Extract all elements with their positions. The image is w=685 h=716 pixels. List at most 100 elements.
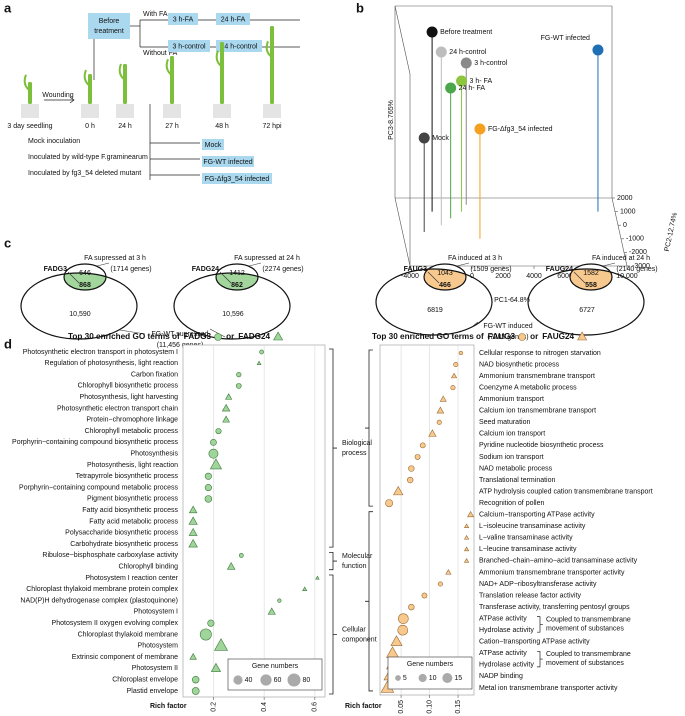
- category-label: Fatty acid metabolic process: [89, 518, 178, 525]
- circle-point: [421, 592, 428, 599]
- step-label: Wounding: [42, 92, 74, 99]
- group-bracket: [329, 552, 337, 571]
- small-set-outline: [423, 263, 467, 291]
- legend-title: Gene numbers: [407, 661, 454, 668]
- stem: [123, 64, 127, 104]
- x-tick-label: 6000: [557, 273, 573, 280]
- category-label: ATP hydrolysis coupled cation transmembr…: [479, 488, 653, 495]
- count-rest: 6819: [427, 307, 443, 314]
- x-axis-title: PC1-64.8%: [494, 297, 530, 304]
- group-bracket: [365, 349, 373, 507]
- chart-title-joiner: or: [530, 332, 539, 341]
- sample-label: 24 h-control: [221, 43, 258, 50]
- category-label: Calcium−transporting ATPase activity: [479, 512, 595, 519]
- panel-label: a: [4, 0, 12, 15]
- treatment-box: [88, 13, 130, 39]
- x-tick-label: 0.05: [398, 700, 405, 714]
- leaf: [83, 69, 91, 87]
- set-size: (2140 genes): [616, 266, 657, 273]
- connector: [602, 262, 616, 267]
- chart-title: Top 30 enriched GO terms of: [372, 332, 484, 341]
- triangle-point: [436, 406, 445, 414]
- sample-box: [168, 40, 210, 52]
- leaf: [265, 40, 273, 58]
- category-label: Ammonium transmembrane transporter activ…: [479, 569, 625, 576]
- size-key-label: 15: [454, 675, 462, 682]
- triangle-point: [214, 638, 229, 651]
- circle-point: [208, 448, 219, 459]
- legend-box: [227, 658, 323, 691]
- triangle-point: [210, 662, 222, 672]
- inoculation-label: Inoculated by fg3_54 deleted mutant: [28, 170, 141, 177]
- category-label: L−isoleucine transaminase activity: [479, 523, 586, 530]
- group-label: function: [342, 563, 367, 570]
- sample-label: 3 h-control: [172, 43, 206, 50]
- category-label: Photosynthesis, light harvesting: [80, 394, 179, 401]
- outcome-box: [202, 139, 224, 150]
- category-label: NAD metabolic process: [479, 465, 553, 472]
- category-label: Polysaccharide biosynthetic process: [65, 530, 178, 537]
- category-label: NAD+ ADP−ribosyltransferase activity: [479, 581, 597, 588]
- pca-point: [435, 46, 447, 58]
- x-tick-label: 0.15: [455, 700, 462, 714]
- triangle-point: [225, 393, 233, 400]
- base-set-size: (7285 genes): [487, 334, 528, 341]
- category-label: Transferase activity, transferring pento…: [479, 604, 630, 611]
- box-label: treatment: [94, 28, 124, 35]
- big-set: [375, 268, 493, 336]
- y-axis-title: PC2-12.74%: [664, 212, 679, 252]
- group-label: component: [342, 636, 377, 643]
- circle-point: [414, 454, 421, 460]
- connector: [96, 262, 110, 267]
- category-label: Photosystem I: [134, 609, 178, 616]
- x-tick-label: 0.10: [426, 700, 433, 714]
- point-label: 3 h- FA: [470, 78, 493, 85]
- triangle-point: [188, 505, 198, 514]
- circle-point: [215, 428, 222, 435]
- x-tick-label: 0: [470, 273, 474, 280]
- legend-label: FAUG3: [488, 332, 516, 341]
- triangle-point: [428, 429, 437, 437]
- triangle-point: [463, 523, 470, 529]
- category-label: Ammonium transmembrane transport: [479, 373, 595, 380]
- small-set-outline: [215, 263, 259, 291]
- circle-point: [437, 581, 443, 587]
- category-label: Translational termination: [479, 477, 555, 484]
- size-key: [287, 673, 301, 687]
- pot: [116, 104, 134, 118]
- axis-frame: [394, 5, 411, 75]
- timepoint: 48 h: [215, 123, 229, 130]
- legend-label: FADG3: [184, 332, 212, 341]
- legend-label: FAUG24: [542, 332, 574, 341]
- count-overlap: 558: [585, 282, 597, 289]
- circle-point: [407, 476, 414, 484]
- category-label: Fatty acid biosynthetic process: [82, 507, 178, 514]
- x-axis-title: Rich factor: [150, 703, 187, 710]
- x-tick-label: 0.4: [261, 702, 268, 712]
- category-label: Pigment biosynthetic process: [87, 496, 179, 503]
- count-rest: 10,590: [69, 311, 91, 318]
- sample-label: 3 h-FA: [173, 16, 194, 23]
- triangle-point: [390, 635, 403, 646]
- point-label: 24 h-control: [449, 49, 486, 56]
- leaf: [165, 58, 173, 76]
- y-tick-label: 2000: [617, 195, 633, 202]
- group-label: Molecular: [342, 553, 373, 560]
- category-label: Branched−chain−amino−acid transaminase a…: [479, 558, 638, 565]
- point-label: FG-WT infected: [541, 35, 590, 42]
- inoculation-label: Inoculated by wild-type F.graminearum: [28, 154, 148, 161]
- panel-label: c: [4, 235, 11, 250]
- circle-point: [238, 553, 244, 558]
- sample-box: [216, 40, 262, 52]
- pot: [263, 104, 281, 118]
- category-label: Calcium ion transport: [479, 431, 545, 438]
- triangle-point: [302, 586, 308, 592]
- triangle-point: [393, 485, 404, 496]
- chart-title-joiner: or: [226, 332, 235, 341]
- annotation-brace: [537, 616, 543, 633]
- branch-label: Without FA: [143, 50, 178, 57]
- timepoint: 3 day seedling: [7, 123, 52, 130]
- outcome-box: [202, 173, 272, 184]
- x-tick-label: 0.6: [312, 702, 319, 712]
